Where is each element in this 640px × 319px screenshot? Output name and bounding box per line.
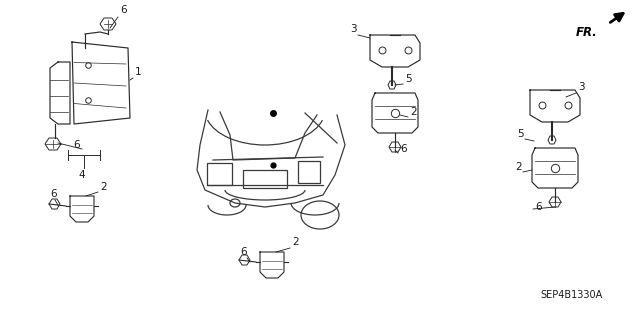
Text: 2: 2 [292,237,299,247]
Text: 5: 5 [517,129,524,139]
Text: 2: 2 [100,182,107,192]
Text: SEP4B1330A: SEP4B1330A [540,290,602,300]
Text: 3: 3 [578,82,584,92]
Text: 2: 2 [410,107,417,117]
Text: 6: 6 [120,5,127,15]
Text: 5: 5 [405,74,412,84]
Text: 2: 2 [515,162,522,172]
Text: FR.: FR. [576,26,598,39]
Bar [243,170,287,188]
Text: 4: 4 [79,170,85,180]
Text: 6: 6 [400,144,406,154]
Text: 6: 6 [535,202,541,212]
Bar [207,163,232,185]
Text: 3: 3 [350,24,357,34]
Text: 1: 1 [135,67,141,77]
Text: 6: 6 [240,247,246,257]
Bar [298,161,320,183]
Text: 6: 6 [50,189,56,199]
Text: 6: 6 [73,140,79,150]
